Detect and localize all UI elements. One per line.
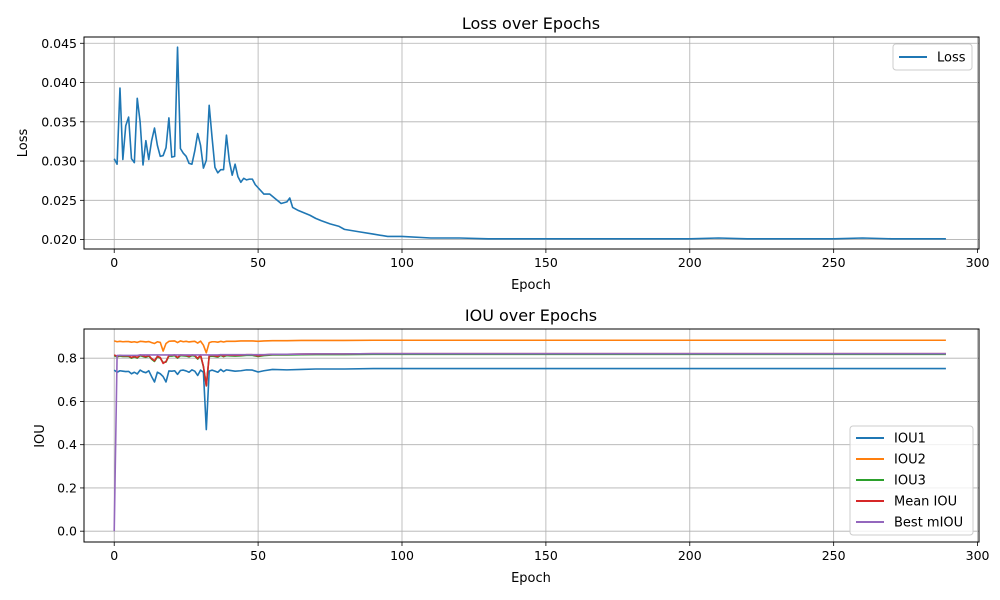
series-line-loss — [113, 46, 946, 240]
y-tick-label: 0.2 — [57, 480, 77, 495]
loss-legend-box — [892, 43, 973, 71]
iou-chart-ticks: 0 50 100 150 200 250 300 0.0 0.2 0.4 0.6 0.8 — [57, 351, 989, 563]
x-tick-label: 250 — [822, 548, 846, 563]
x-tick-label: 50 — [250, 548, 266, 563]
loss-chart-frame — [83, 36, 980, 250]
x-tick-label: 250 — [822, 255, 846, 270]
loss-chart-ylabel: Loss — [16, 129, 31, 158]
x-tick-label: 200 — [678, 255, 702, 270]
y-tick-label: 0.8 — [57, 351, 77, 366]
legend-label-loss: Loss — [937, 51, 966, 66]
series-line-iou1 — [113, 367, 946, 431]
legend-label-mean-iou: Mean IOU — [894, 495, 957, 510]
y-tick-label: 0.030 — [41, 154, 77, 169]
x-tick-label: 300 — [966, 255, 990, 270]
iou-chart-legend: IOU1 IOU2 IOU3 Mean IOU Best mIOU — [849, 425, 974, 536]
x-tick-label: 300 — [966, 548, 990, 563]
loss-chart-xlabel: Epoch — [511, 278, 551, 293]
iou-chart-ylabel: IOU — [33, 424, 48, 448]
loss-chart-ticks: 0 50 100 150 200 250 300 0.020 0.025 0.030 0.035 0.… — [41, 36, 989, 270]
iou-chart-xlabel: Epoch — [511, 571, 551, 586]
x-tick-label: 50 — [250, 255, 266, 270]
legend-label-iou2: IOU2 — [894, 453, 926, 468]
iou-chart-lines — [113, 339, 946, 532]
legend-label-iou1: IOU1 — [894, 432, 926, 447]
series-line-iou2 — [113, 339, 946, 354]
y-tick-label: 0.025 — [41, 193, 77, 208]
legend-label-iou3: IOU3 — [894, 474, 926, 489]
x-tick-label: 0 — [110, 548, 118, 563]
x-tick-label: 200 — [678, 548, 702, 563]
y-tick-label: 0.035 — [41, 114, 77, 129]
series-line-best-miou — [113, 352, 946, 532]
y-tick-label: 0.0 — [57, 524, 77, 539]
iou-chart: IOU over Epochs 0 50 100 150 200 250 300 0.0 0.2… — [33, 306, 990, 586]
x-tick-label: 150 — [534, 255, 558, 270]
y-tick-label: 0.020 — [41, 232, 77, 247]
legend-label-best-miou: Best mIOU — [894, 516, 963, 531]
y-tick-label: 0.045 — [41, 36, 77, 51]
iou-chart-frame — [83, 328, 980, 543]
y-tick-label: 0.6 — [57, 394, 77, 409]
iou-chart-title: IOU over Epochs — [465, 306, 597, 325]
loss-chart-legend: Loss — [892, 43, 973, 71]
x-tick-label: 100 — [390, 548, 414, 563]
y-tick-label: 0.040 — [41, 75, 77, 90]
iou-chart-grid — [84, 329, 979, 542]
iou-legend-box — [849, 425, 974, 536]
y-tick-label: 0.4 — [57, 437, 77, 452]
loss-chart-lines — [113, 46, 946, 240]
loss-chart: Loss over Epochs 0 50 100 150 200 250 300 0.020… — [16, 14, 990, 293]
x-tick-label: 100 — [390, 255, 414, 270]
x-tick-label: 150 — [534, 548, 558, 563]
loss-chart-title: Loss over Epochs — [462, 14, 600, 33]
x-tick-label: 0 — [110, 255, 118, 270]
